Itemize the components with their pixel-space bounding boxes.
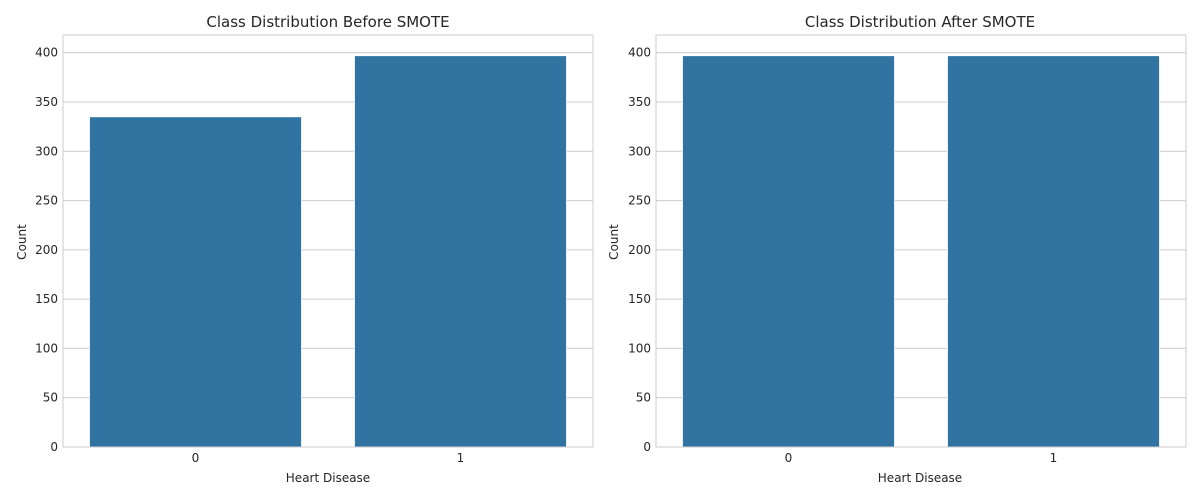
y-axis-label: Count (15, 224, 29, 260)
y-tick-label: 400 (628, 46, 651, 60)
chart-before-smote: Class Distribution Before SMOTE Heart Di… (15, 13, 594, 485)
bars (682, 55, 1160, 448)
y-tick-label: 350 (628, 95, 651, 109)
y-tick-label: 200 (628, 243, 651, 257)
axes-frame (62, 34, 594, 448)
y-tick-label: 150 (35, 292, 58, 306)
y-tick-label: 50 (43, 391, 58, 405)
y-tick-label: 250 (628, 194, 651, 208)
y-tick-label: 400 (35, 46, 58, 60)
y-tick-label: 150 (628, 292, 651, 306)
x-tick-label: 0 (192, 451, 200, 465)
x-tick-label: 1 (457, 451, 465, 465)
bar (354, 55, 567, 448)
x-axis-label: Heart Disease (286, 471, 370, 485)
y-tick-label: 100 (628, 341, 651, 355)
x-tick-label: 0 (785, 451, 793, 465)
x-tick-label: 1 (1050, 451, 1058, 465)
y-tick-label: 350 (35, 95, 58, 109)
y-axis-label: Count (607, 224, 621, 260)
axes-frame (655, 34, 1187, 448)
bars (89, 55, 567, 448)
y-tick-label: 50 (636, 391, 651, 405)
y-tick-label: 100 (35, 341, 58, 355)
chart-after-smote: Class Distribution After SMOTE Heart Dis… (607, 13, 1187, 485)
y-tick-label: 250 (35, 194, 58, 208)
y-tick-label: 0 (50, 440, 58, 454)
y-tick-label: 0 (643, 440, 651, 454)
bar (947, 55, 1160, 448)
chart-title: Class Distribution Before SMOTE (206, 13, 449, 31)
y-tick-label: 300 (628, 144, 651, 158)
y-tick-label: 300 (35, 144, 58, 158)
bar (682, 55, 895, 448)
bar (89, 116, 302, 448)
chart-title: Class Distribution After SMOTE (805, 13, 1035, 31)
y-tick-label: 200 (35, 243, 58, 257)
x-axis-label: Heart Disease (878, 471, 962, 485)
